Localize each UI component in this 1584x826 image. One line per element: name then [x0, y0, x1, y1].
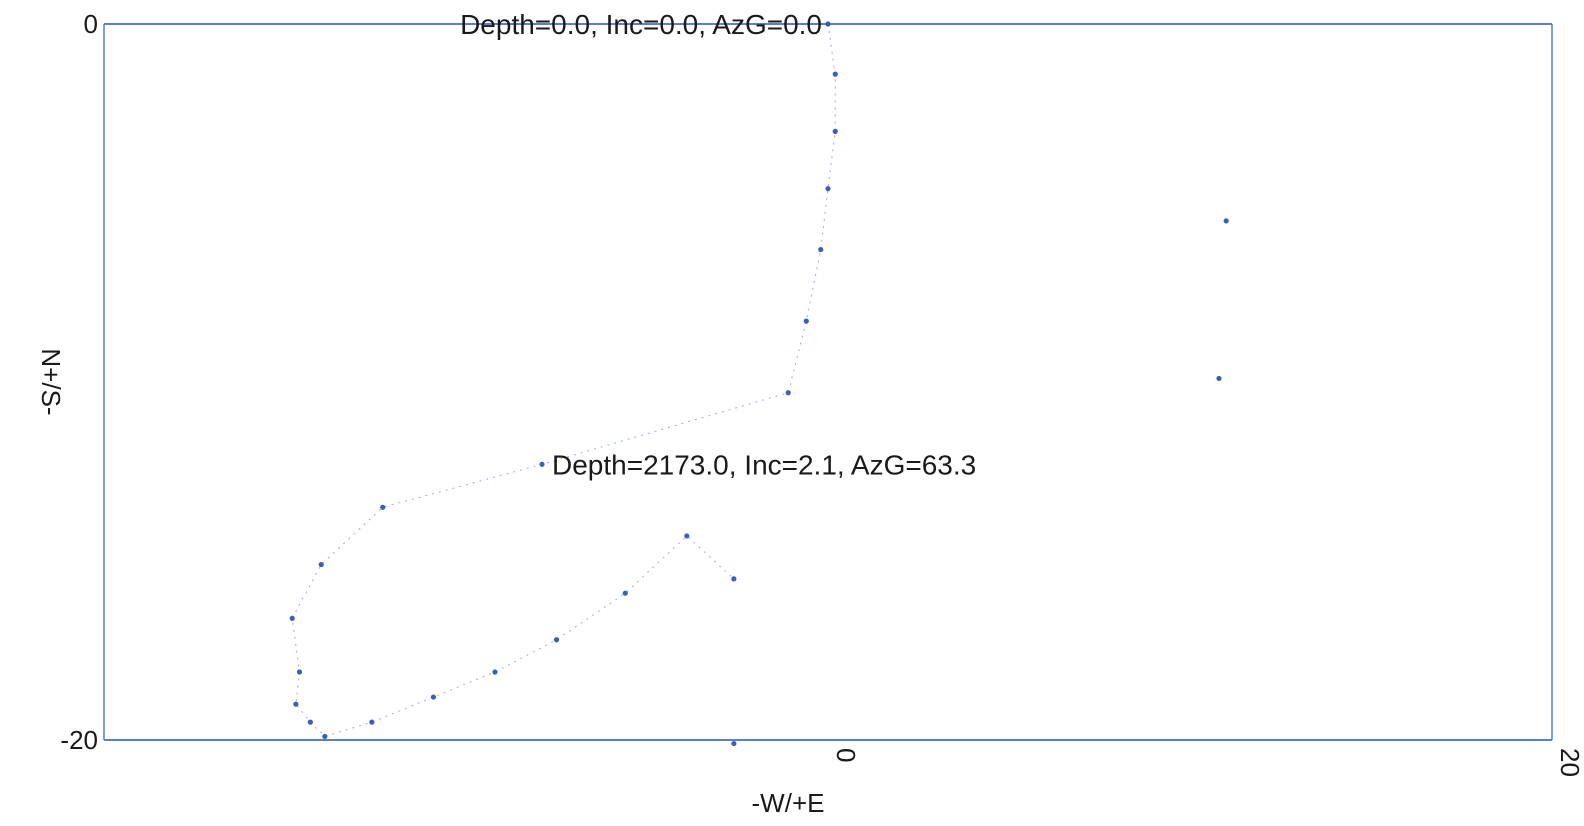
data-point [1216, 375, 1222, 382]
data-point [539, 461, 545, 467]
x-tick-label-0: 0 [831, 748, 861, 762]
data-point [553, 637, 560, 643]
data-point [307, 719, 313, 725]
annotations: Depth=0.0, Inc=0.0, AzG=0.0 Depth=2173.0,… [460, 9, 976, 480]
data-point [296, 669, 303, 675]
plot-frame [103, 23, 1553, 741]
data-points [289, 21, 1229, 747]
data-point [731, 576, 737, 582]
data-point [1223, 218, 1229, 224]
point-annotation: Depth=0.0, Inc=0.0, AzG=0.0 [460, 9, 822, 40]
data-point [832, 71, 838, 77]
data-point [369, 719, 375, 725]
data-point [318, 561, 324, 568]
data-point [684, 533, 690, 539]
data-point [785, 390, 791, 396]
y-tick-label-neg20: -20 [60, 725, 98, 755]
x-tick-label-20: 20 [1555, 748, 1584, 777]
y-axis-title: N+/S- [36, 348, 66, 415]
trajectory-line [291, 23, 836, 737]
data-point [430, 694, 437, 700]
data-point [731, 740, 737, 747]
data-point [803, 318, 809, 324]
data-point [289, 615, 295, 621]
data-point [825, 21, 831, 27]
data-point [622, 590, 628, 596]
data-point [818, 246, 824, 253]
data-point [492, 669, 498, 675]
y-tick-label-0: 0 [84, 9, 98, 39]
data-point [825, 186, 831, 192]
point-annotation: Depth=2173.0, Inc=2.1, AzG=63.3 [552, 449, 976, 480]
x-axis-title: -W/+E [752, 788, 825, 818]
data-point [322, 733, 328, 740]
data-point [380, 504, 386, 510]
data-point [293, 701, 299, 707]
data-point [832, 128, 838, 134]
